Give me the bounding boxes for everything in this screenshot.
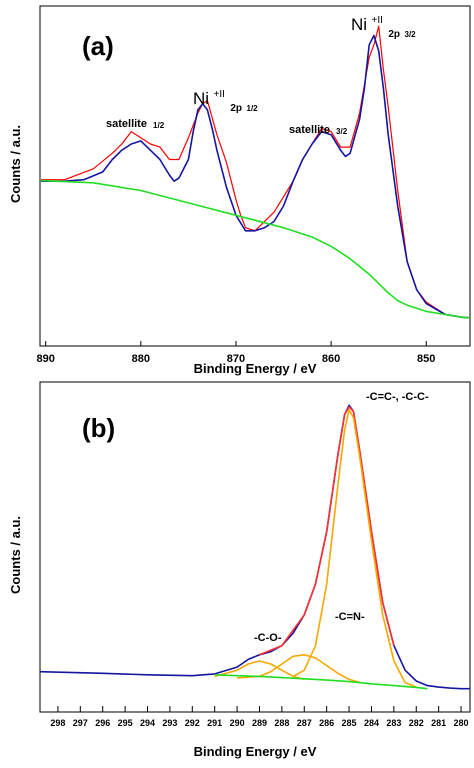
series-lines-b (39, 404, 470, 690)
x-tick-label-b-293: 293 (162, 718, 177, 728)
annotation-satellite-3-2: satellite 3/2 (289, 124, 348, 136)
x-tick-label-a-860: 860 (322, 353, 340, 365)
x-tick-label-b-288: 288 (274, 718, 289, 728)
plot-frame-b (39, 381, 471, 713)
series-a-measured-0 (41, 25, 469, 319)
series-a-background-2 (40, 179, 469, 319)
annotation-ni-2p3-2: Ni +II 2p 3/2 (351, 10, 416, 41)
x-tick-label-b-298: 298 (50, 718, 65, 728)
panel-label-b: (b) (82, 413, 115, 443)
x-tick-label-b-282: 282 (409, 718, 424, 728)
series-a-fit-1 (41, 34, 469, 319)
x-tick-label-b-289: 289 (252, 718, 267, 728)
series-b-measured-0 (39, 404, 470, 690)
x-tick-label-b-283: 283 (386, 718, 401, 728)
x-axis-title-a: Binding Energy / eV (194, 361, 317, 376)
annotation-cn: -C=N- (335, 611, 365, 623)
x-tick-label-b-290: 290 (230, 718, 245, 728)
annotation-co: -C-O- (254, 632, 282, 644)
x-ticks-a (45, 341, 427, 346)
x-tick-label-b-294: 294 (140, 718, 155, 728)
x-tick-label-b-292: 292 (185, 718, 200, 728)
x-ticks-b (57, 706, 462, 712)
x-tick-label-b-285: 285 (342, 718, 357, 728)
plot-frame-a (39, 5, 471, 347)
x-tick-label-a-890: 890 (37, 353, 55, 365)
x-tick-label-a-870: 870 (227, 353, 245, 365)
x-axis-title-b: Binding Energy / eV (194, 744, 317, 759)
series-b-fit-1 (259, 406, 395, 656)
y-axis-title-a: Counts / a.u. (8, 125, 23, 203)
x-tick-label-a-850: 850 (417, 353, 435, 365)
x-tick-labels-a: 890 880 870 860 850 (37, 353, 436, 365)
annotation-ni-2p1-2: Ni +II 2p 1/2 (193, 84, 258, 115)
series-b-background-5 (214, 674, 428, 690)
x-tick-label-b-297: 297 (73, 718, 88, 728)
x-tick-labels-b: 298 297 296 295 294 293 292 291 290 289 288 287 286 2… (50, 718, 468, 728)
x-tick-label-b-284: 284 (364, 718, 379, 728)
annotation-cc: -C=C-, -C-C- (366, 391, 429, 403)
x-tick-label-b-296: 296 (95, 718, 110, 728)
panel-label-a: (a) (82, 31, 114, 61)
y-axis-title-b: Counts / a.u. (8, 516, 23, 594)
series-lines-a (40, 25, 469, 319)
x-tick-label-b-295: 295 (118, 718, 133, 728)
x-tick-label-b-286: 286 (319, 718, 334, 728)
panel-b: 298 297 296 295 294 293 292 291 290 289 288 287 286 2… (8, 381, 471, 759)
x-tick-label-b-291: 291 (207, 718, 222, 728)
panel-a: 890 880 870 860 850 (a) satellite 1/2 satell… (8, 5, 471, 376)
annotation-satellite-1-2: satellite 1/2 (106, 118, 165, 130)
series-b-component-4 (214, 660, 305, 681)
x-tick-label-b-280: 280 (454, 718, 469, 728)
series-b-component-2 (292, 409, 417, 688)
x-tick-label-a-880: 880 (132, 353, 150, 365)
x-tick-label-b-287: 287 (297, 718, 312, 728)
series-b-component-3 (237, 654, 361, 684)
x-tick-label-b-281: 281 (431, 718, 446, 728)
